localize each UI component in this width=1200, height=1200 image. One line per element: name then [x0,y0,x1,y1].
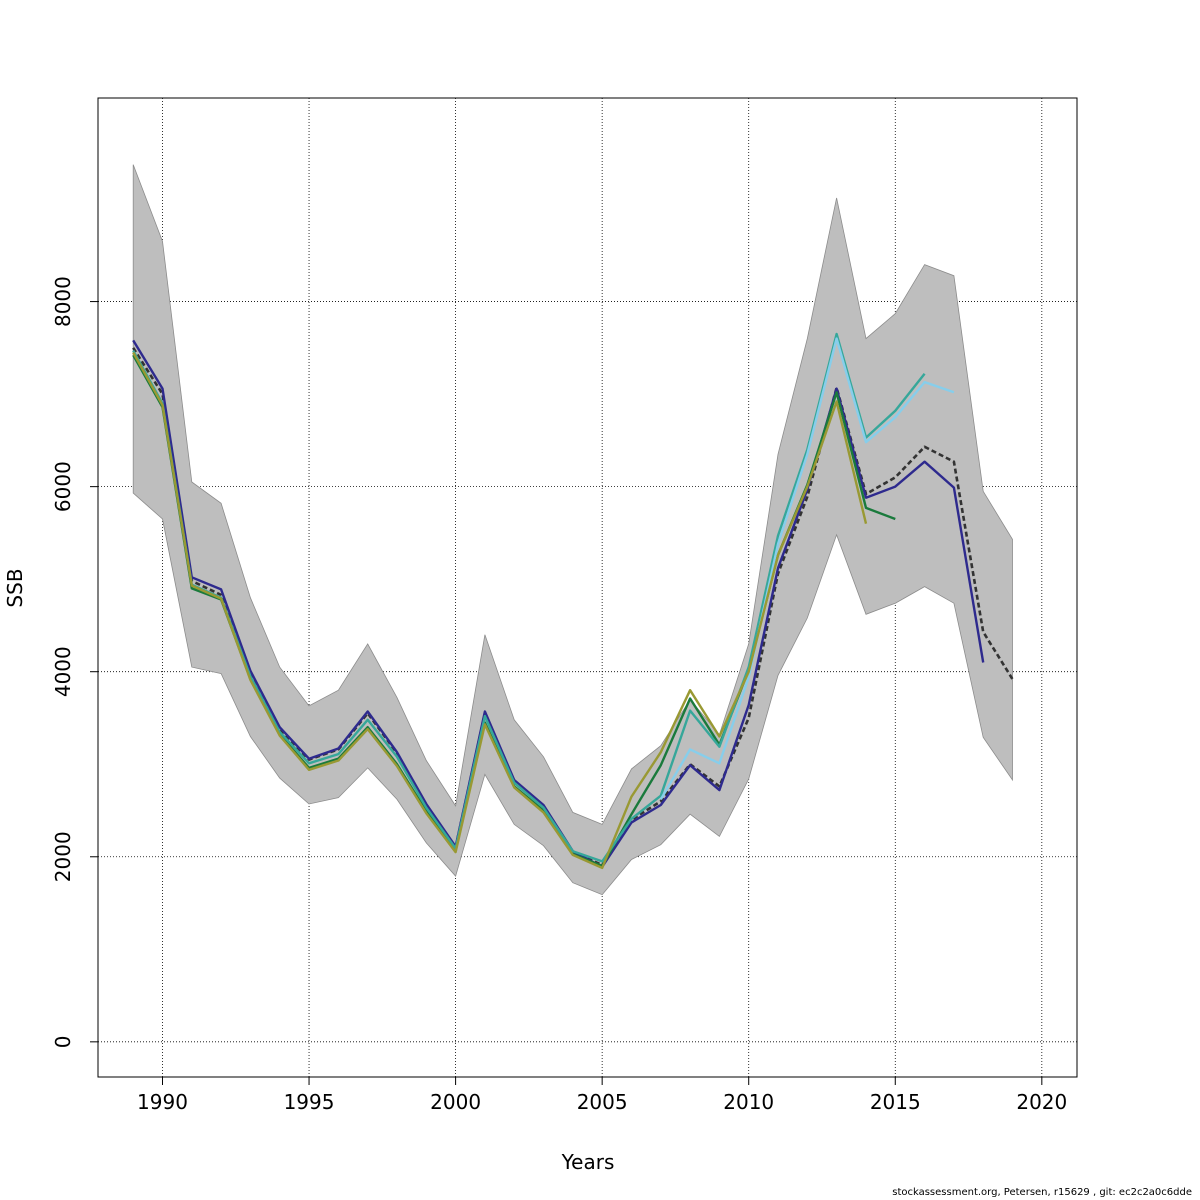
confidence-band [132,164,1013,896]
x-tick-label: 1990 [137,1090,188,1114]
footer-note: stockassessment.org, Petersen, r15629 , … [892,1187,1192,1198]
y-tick-label: 2000 [51,831,75,882]
plot-frame [97,97,1078,1078]
y-tick-label: 8000 [51,276,75,327]
series-line-6 [132,351,868,870]
x-tick-label: 2015 [870,1090,921,1114]
y-axis-title: SSB [3,568,27,607]
series-line-5 [659,337,955,801]
x-tick-label: 1995 [284,1090,335,1114]
y-tick-label: 0 [51,1035,75,1048]
x-tick-label: 2005 [577,1090,628,1114]
y-tick-label: 6000 [51,461,75,512]
x-axis: 1990 1995 2000 2005 2010 2015 2020 [137,1077,1067,1114]
x-tick-label: 2010 [723,1090,774,1114]
x-axis-title: Years [561,1150,615,1174]
confidence-band-area [132,164,1013,896]
y-axis: 0 2000 4000 6000 8000 [51,276,98,1048]
y-tick-label: 4000 [51,646,75,697]
series-line-4 [132,332,926,863]
x-tick-label: 2020 [1016,1090,1067,1114]
series-lines [132,332,1014,870]
x-tick-label: 2000 [430,1090,481,1114]
